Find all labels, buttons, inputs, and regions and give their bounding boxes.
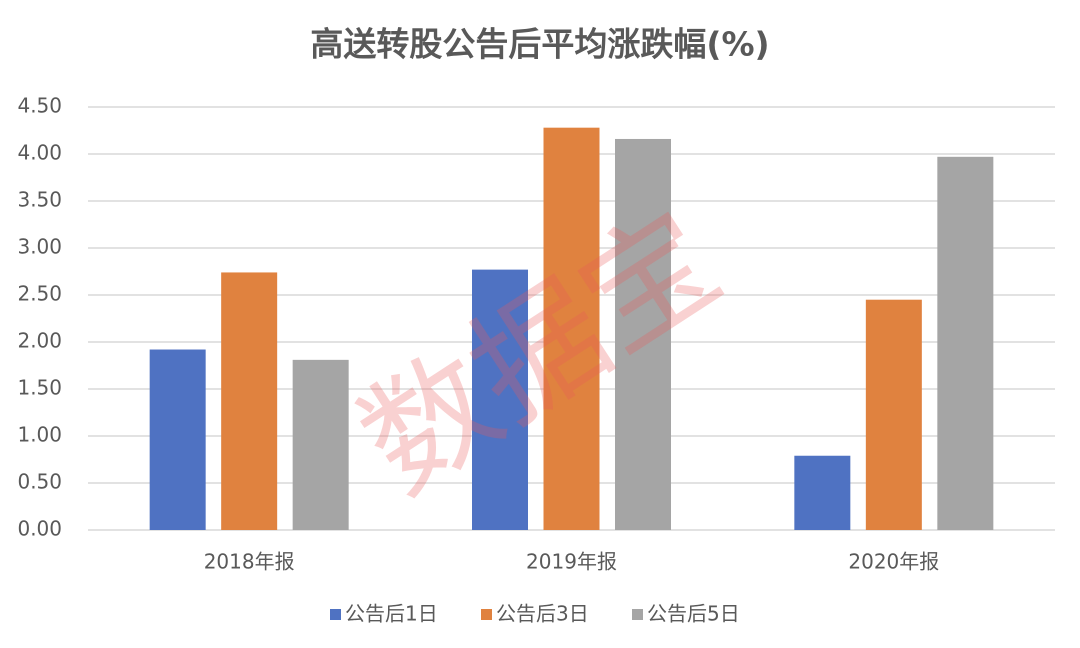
x-tick-label: 2020年报 — [848, 550, 939, 574]
y-tick-label: 3.00 — [17, 235, 62, 259]
bar — [292, 359, 349, 530]
legend-swatch — [481, 609, 492, 620]
bar — [149, 349, 206, 530]
legend-label: 公告后5日 — [647, 602, 740, 626]
y-tick-label: 4.00 — [17, 141, 62, 165]
x-tick-label: 2019年报 — [526, 550, 617, 574]
chart-title: 高送转股公告后平均涨跌幅(%) — [310, 25, 769, 64]
y-tick-label: 2.50 — [17, 282, 62, 306]
y-tick-label: 4.50 — [17, 94, 62, 118]
bar — [221, 272, 278, 530]
legend-label: 公告后3日 — [496, 602, 589, 626]
bar — [615, 138, 671, 530]
bar — [794, 455, 851, 530]
bar — [865, 299, 922, 530]
legend-swatch — [330, 609, 341, 620]
x-tick-label: 2018年报 — [204, 550, 295, 574]
legend-swatch — [632, 609, 643, 620]
y-tick-label: 2.00 — [17, 329, 62, 353]
bar — [937, 156, 994, 530]
bar — [472, 269, 528, 530]
y-tick-label: 1.00 — [17, 423, 62, 447]
watermark: 数据宝 — [335, 182, 745, 522]
bar — [543, 127, 600, 531]
y-tick-label: 0.50 — [17, 470, 62, 494]
y-tick-label: 0.00 — [17, 517, 62, 541]
legend-label: 公告后1日 — [345, 602, 438, 626]
y-tick-label: 3.50 — [17, 188, 62, 212]
y-tick-label: 1.50 — [17, 376, 62, 400]
